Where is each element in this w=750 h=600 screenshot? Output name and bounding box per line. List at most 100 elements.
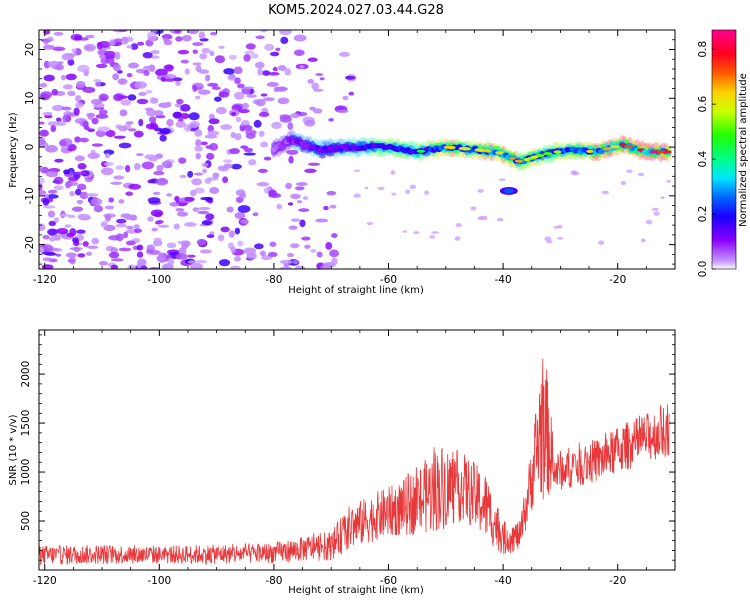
noise-cell — [253, 119, 262, 128]
ridge-hotspot — [586, 149, 594, 154]
noise-cell — [142, 51, 153, 59]
noise-cell — [43, 205, 56, 209]
noise-cell — [260, 30, 268, 33]
noise-cell — [207, 124, 214, 133]
noise-cell — [74, 35, 82, 41]
noise-cell — [178, 157, 187, 164]
noise-cell — [125, 121, 134, 125]
noise-cell — [58, 139, 68, 147]
ridge-hotspot — [416, 149, 426, 153]
chart-title: KOM5.2024.027.03.44.G28 — [268, 3, 444, 18]
noise-cell — [195, 139, 202, 147]
noise-cell — [165, 101, 172, 106]
noise-cell — [53, 176, 64, 185]
noise-cell — [85, 34, 95, 39]
noise-cell — [322, 141, 331, 145]
noise-cell — [104, 161, 114, 166]
noise-cell — [260, 93, 268, 97]
noise-cell — [75, 188, 82, 196]
noise-cell — [55, 253, 62, 257]
noise-cell — [118, 247, 132, 252]
noise-cell — [108, 39, 116, 47]
noise-cell — [76, 183, 87, 191]
noise-cell — [39, 83, 48, 88]
noise-cell — [263, 187, 270, 194]
noise-cell — [200, 141, 208, 146]
side-blob-core — [503, 188, 514, 194]
noise-cell — [301, 236, 311, 241]
noise-cell — [258, 130, 265, 137]
noise-cell — [279, 114, 291, 120]
noise-cell — [277, 97, 290, 105]
noise-cell — [85, 193, 99, 197]
noise-cell — [175, 207, 185, 212]
noise-cell — [175, 253, 188, 260]
noise-cell — [141, 161, 155, 170]
noise-cell — [120, 213, 132, 219]
noise-cell — [227, 74, 235, 81]
noise-cell — [187, 170, 194, 178]
noise-cell — [42, 197, 50, 206]
noise-cell — [119, 109, 128, 117]
noise-cell — [47, 36, 54, 42]
noise-cell — [86, 245, 99, 250]
noise-cell — [302, 196, 309, 200]
colorbar-tick-label: 0.2 — [697, 206, 709, 223]
noise-cell — [118, 199, 125, 204]
noise-cell — [197, 89, 211, 95]
noise-cell — [113, 93, 124, 102]
noise-cell — [266, 82, 279, 87]
x-tick-label: -40 — [495, 575, 512, 587]
noise-cell — [286, 252, 295, 258]
noise-cell — [56, 228, 69, 235]
noise-cell — [97, 41, 111, 48]
noise-cell — [127, 94, 137, 101]
noise-cell — [179, 174, 187, 179]
noise-cell — [601, 190, 610, 195]
noise-cell — [150, 49, 160, 55]
noise-cell — [79, 137, 89, 143]
noise-cell — [275, 86, 288, 92]
noise-cell — [184, 68, 190, 75]
noise-cell — [85, 251, 93, 256]
noise-cell — [237, 240, 244, 247]
noise-cell — [205, 74, 211, 82]
noise-cell — [223, 68, 235, 75]
noise-cell — [110, 181, 123, 185]
noise-cell — [289, 243, 300, 249]
noise-cell — [241, 124, 253, 131]
noise-cell — [154, 153, 164, 159]
noise-cell — [344, 75, 356, 80]
noise-cell — [95, 63, 108, 69]
noise-cell — [249, 53, 259, 59]
noise-cell — [169, 201, 180, 207]
noise-cell — [198, 31, 206, 39]
noise-cell — [135, 153, 144, 157]
noise-cell — [161, 160, 173, 169]
noise-cell — [295, 182, 308, 186]
noise-cell — [93, 205, 104, 213]
noise-cell — [166, 242, 177, 249]
noise-cell — [56, 120, 66, 127]
signal-ridge — [270, 129, 672, 195]
noise-cell — [202, 168, 208, 174]
noise-cell — [209, 143, 219, 151]
noise-cell — [299, 64, 305, 69]
noise-cell — [290, 112, 300, 119]
noise-cell — [290, 218, 301, 222]
noise-cell — [66, 232, 75, 238]
noise-cell — [47, 121, 61, 127]
noise-cell — [366, 221, 374, 226]
noise-cell — [67, 59, 75, 66]
noise-cell — [174, 30, 182, 34]
noise-cell — [137, 41, 145, 46]
noise-cell — [269, 241, 277, 247]
ridge-hotspot — [619, 143, 627, 147]
ridge-hotspot — [650, 150, 658, 154]
noise-cell — [147, 216, 154, 222]
noise-cell — [205, 145, 212, 149]
noise-cell — [228, 54, 237, 60]
snr-ylabel: SNR (10 * v/v) — [8, 414, 19, 485]
noise-cell — [73, 171, 87, 175]
noise-cell — [626, 169, 633, 173]
